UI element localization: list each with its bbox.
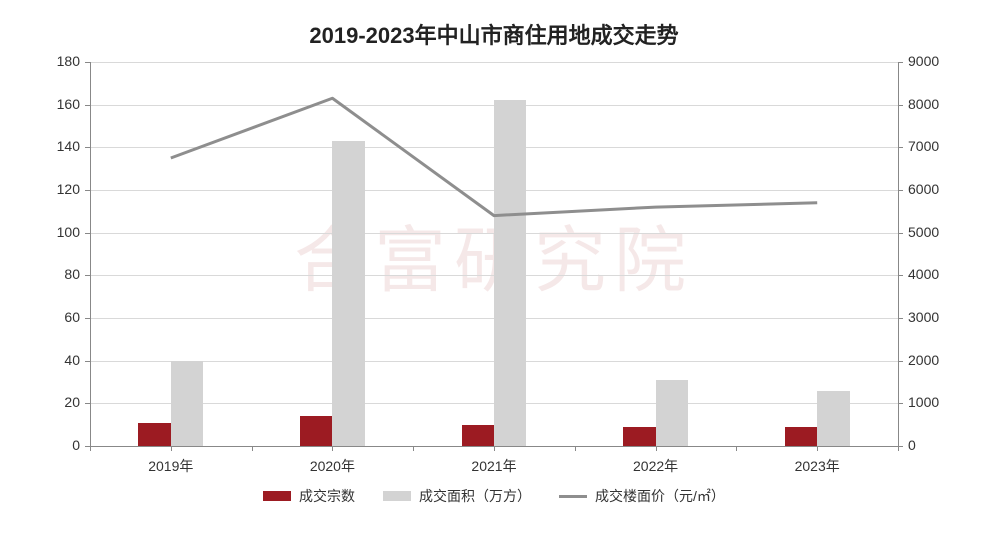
legend-label: 成交面积（万方）: [419, 486, 531, 506]
y-right-tick-label: 2000: [908, 352, 939, 368]
y-left-tick-label: 160: [30, 96, 80, 112]
y-right-tick-label: 8000: [908, 96, 939, 112]
x-tick: [332, 446, 333, 451]
y-right-tick-label: 7000: [908, 138, 939, 154]
legend: 成交宗数 成交面积（万方） 成交楼面价（元/㎡）: [0, 486, 988, 506]
y-left-tick-label: 140: [30, 138, 80, 154]
y-left-tick-label: 60: [30, 309, 80, 325]
x-tick: [656, 446, 657, 451]
y-right-tick-label: 4000: [908, 266, 939, 282]
y-right-tick-label: 0: [908, 437, 916, 453]
x-boundary-tick: [898, 446, 899, 451]
plot-area: 合富研究院 0204060801001201401601800100020003…: [90, 62, 898, 446]
chart-container: 2019-2023年中山市商住用地成交走势 合富研究院 020406080100…: [0, 0, 988, 537]
legend-item-price: 成交楼面价（元/㎡）: [559, 486, 725, 506]
y-right-tick-label: 3000: [908, 309, 939, 325]
x-boundary-tick: [413, 446, 414, 451]
y-right-tick-label: 9000: [908, 53, 939, 69]
y-right-tick-label: 1000: [908, 394, 939, 410]
legend-bar-icon: [263, 491, 291, 501]
x-tick: [171, 446, 172, 451]
x-boundary-tick: [736, 446, 737, 451]
y-left-tick-label: 0: [30, 437, 80, 453]
y-left-tick-label: 100: [30, 224, 80, 240]
y-right-tick-label: 6000: [908, 181, 939, 197]
legend-bar-icon: [383, 491, 411, 501]
x-tick: [494, 446, 495, 451]
y-left-tick-label: 20: [30, 394, 80, 410]
y-left-tick-label: 180: [30, 53, 80, 69]
x-boundary-tick: [252, 446, 253, 451]
legend-item-area: 成交面积（万方）: [383, 486, 531, 506]
y-left-tick-label: 80: [30, 266, 80, 282]
y-right-tick-label: 5000: [908, 224, 939, 240]
chart-title: 2019-2023年中山市商住用地成交走势: [0, 18, 988, 50]
x-tick-label: 2020年: [310, 456, 355, 476]
y-left-tick-label: 120: [30, 181, 80, 197]
x-tick-label: 2021年: [471, 456, 516, 476]
legend-line-icon: [559, 495, 587, 498]
x-boundary-tick: [575, 446, 576, 451]
x-boundary-tick: [90, 446, 91, 451]
price-line: [90, 62, 898, 446]
y-left-tick-label: 40: [30, 352, 80, 368]
legend-label: 成交楼面价（元/㎡）: [595, 486, 725, 506]
x-tick-label: 2022年: [633, 456, 678, 476]
x-tick: [817, 446, 818, 451]
x-tick-label: 2023年: [795, 456, 840, 476]
legend-label: 成交宗数: [299, 486, 355, 506]
legend-item-deals: 成交宗数: [263, 486, 355, 506]
axis-line: [898, 62, 899, 446]
x-tick-label: 2019年: [148, 456, 193, 476]
